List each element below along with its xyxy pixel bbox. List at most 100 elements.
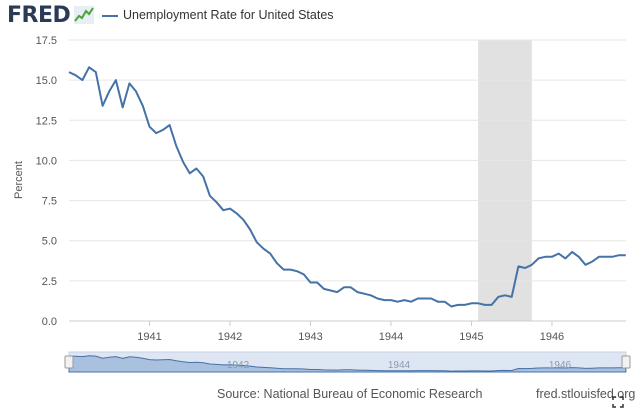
data-point[interactable] — [73, 73, 78, 78]
data-point[interactable] — [415, 296, 420, 301]
data-point[interactable] — [67, 70, 72, 75]
data-point[interactable] — [120, 105, 125, 110]
recession-band — [478, 40, 532, 321]
data-point[interactable] — [315, 280, 320, 285]
data-point[interactable] — [241, 217, 246, 222]
data-point[interactable] — [321, 286, 326, 291]
data-point[interactable] — [409, 299, 414, 304]
data-point[interactable] — [556, 251, 561, 256]
data-point[interactable] — [576, 254, 581, 259]
data-point[interactable] — [348, 285, 353, 290]
data-point[interactable] — [543, 254, 548, 259]
data-point[interactable] — [523, 266, 528, 271]
data-point[interactable] — [442, 299, 447, 304]
expand-icon[interactable] — [612, 396, 624, 408]
data-point[interactable] — [93, 70, 98, 75]
data-point[interactable] — [254, 240, 259, 245]
data-point[interactable] — [187, 171, 192, 176]
data-point[interactable] — [201, 174, 206, 179]
data-point[interactable] — [301, 272, 306, 277]
data-point[interactable] — [221, 208, 226, 213]
data-point[interactable] — [181, 160, 186, 165]
data-point[interactable] — [154, 131, 159, 136]
data-point[interactable] — [429, 296, 434, 301]
data-point[interactable] — [469, 301, 474, 306]
data-point[interactable] — [194, 166, 199, 171]
data-point[interactable] — [590, 259, 595, 264]
y-tick-label: 7.5 — [42, 196, 57, 208]
data-point[interactable] — [368, 293, 373, 298]
data-point[interactable] — [422, 296, 427, 301]
data-point[interactable] — [87, 65, 92, 70]
data-point[interactable] — [603, 254, 608, 259]
data-point[interactable] — [449, 304, 454, 309]
x-tick-label: 1942 — [218, 331, 242, 343]
navigator-left-handle[interactable] — [64, 355, 74, 369]
data-point[interactable] — [402, 298, 407, 303]
navigator-tick-label: 1942 — [227, 360, 250, 371]
data-point[interactable] — [248, 227, 253, 232]
data-point[interactable] — [214, 200, 219, 205]
data-point[interactable] — [281, 267, 286, 272]
data-point[interactable] — [563, 256, 568, 261]
navigator-right-handle[interactable] — [621, 355, 631, 369]
data-point[interactable] — [610, 254, 615, 259]
data-point[interactable] — [335, 290, 340, 295]
data-point[interactable] — [167, 123, 172, 128]
data-point[interactable] — [395, 299, 400, 304]
data-point[interactable] — [616, 253, 621, 258]
data-point[interactable] — [462, 302, 467, 307]
data-point[interactable] — [503, 293, 508, 298]
legend-label[interactable]: Unemployment Rate for United States — [123, 8, 334, 22]
data-point[interactable] — [355, 290, 360, 295]
fred-url-link[interactable]: fred.stlouisfed.org — [536, 387, 636, 401]
data-point[interactable] — [295, 269, 300, 274]
data-point[interactable] — [113, 78, 118, 83]
data-point[interactable] — [482, 302, 487, 307]
data-point[interactable] — [496, 294, 501, 299]
data-point[interactable] — [536, 256, 541, 261]
data-point[interactable] — [160, 127, 165, 132]
data-point[interactable] — [268, 251, 273, 256]
range-navigator[interactable]: 1942 1944 1946 — [64, 351, 631, 373]
data-point[interactable] — [456, 302, 461, 307]
y-tick-label: 12.5 — [36, 115, 57, 127]
data-point[interactable] — [435, 299, 440, 304]
data-point[interactable] — [80, 78, 85, 83]
data-point[interactable] — [570, 249, 575, 254]
data-point[interactable] — [489, 302, 494, 307]
data-point[interactable] — [147, 124, 152, 129]
data-point[interactable] — [509, 294, 514, 299]
data-point[interactable] — [516, 264, 521, 269]
data-point[interactable] — [207, 193, 212, 198]
data-point[interactable] — [274, 261, 279, 266]
series-line[interactable] — [68, 66, 626, 308]
data-point[interactable] — [234, 211, 239, 216]
data-point[interactable] — [107, 89, 112, 94]
data-point[interactable] — [227, 206, 232, 211]
data-point[interactable] — [134, 89, 139, 94]
data-point[interactable] — [375, 296, 380, 301]
data-point[interactable] — [288, 267, 293, 272]
data-point[interactable] — [529, 262, 534, 267]
data-point[interactable] — [328, 288, 333, 293]
data-point[interactable] — [140, 103, 145, 108]
data-point[interactable] — [342, 285, 347, 290]
data-point[interactable] — [362, 291, 367, 296]
data-point[interactable] — [174, 143, 179, 148]
fred-logo[interactable]: FRED — [7, 3, 71, 28]
data-point[interactable] — [127, 81, 132, 86]
data-point[interactable] — [388, 298, 393, 303]
y-tick-label: 10.0 — [36, 155, 57, 167]
data-point[interactable] — [583, 262, 588, 267]
data-point[interactable] — [100, 103, 105, 108]
data-point[interactable] — [382, 298, 387, 303]
data-point[interactable] — [308, 280, 313, 285]
y-axis-title: Percent — [13, 161, 25, 199]
data-point[interactable] — [549, 254, 554, 259]
data-point[interactable] — [476, 301, 481, 306]
data-point[interactable] — [596, 254, 601, 259]
data-point[interactable] — [623, 253, 628, 258]
data-point[interactable] — [261, 246, 266, 251]
